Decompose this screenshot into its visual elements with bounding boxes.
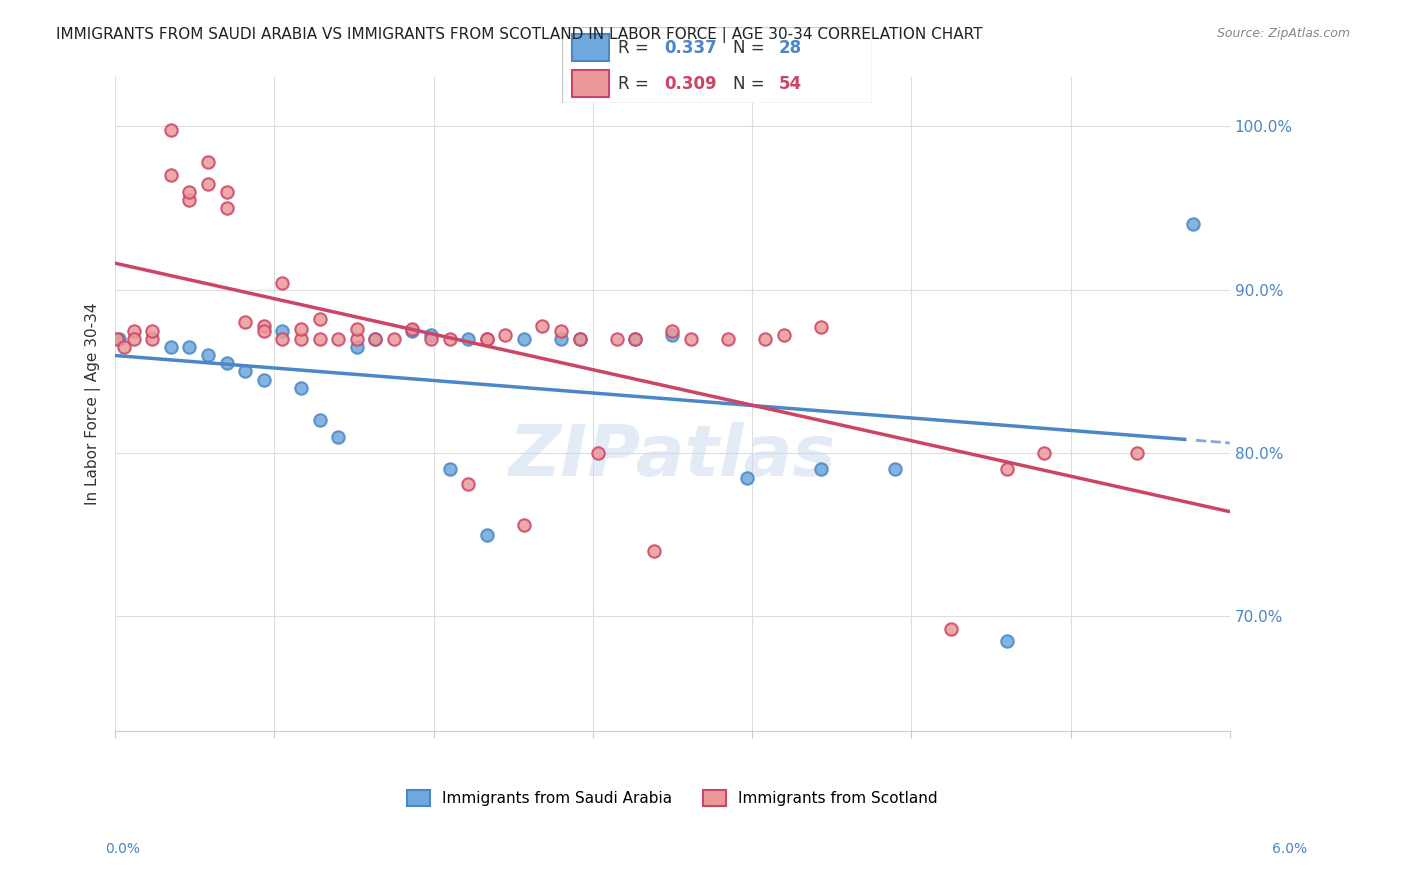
Point: [160, 169, 183, 183]
Point: [1126, 446, 1149, 460]
Text: 28: 28: [779, 39, 801, 57]
Point: [290, 332, 312, 346]
Point: [457, 332, 479, 346]
Point: [290, 381, 312, 395]
Point: [179, 340, 201, 354]
Point: [346, 322, 368, 336]
Point: [326, 332, 349, 346]
Point: [141, 324, 163, 338]
Point: [1033, 446, 1056, 460]
Point: [197, 155, 219, 169]
Point: [179, 193, 201, 207]
Point: [643, 544, 665, 558]
Point: [364, 332, 387, 346]
Point: [401, 324, 423, 338]
Point: [679, 332, 702, 346]
Point: [253, 372, 276, 386]
Point: [475, 332, 498, 346]
Y-axis label: In Labor Force | Age 30-34: In Labor Force | Age 30-34: [86, 302, 101, 505]
Point: [1181, 218, 1204, 232]
Point: [346, 332, 368, 346]
Point: [884, 462, 907, 476]
Text: R =: R =: [619, 39, 654, 57]
Point: [326, 430, 349, 444]
Point: [122, 324, 145, 338]
Text: R =: R =: [619, 75, 654, 93]
Text: ZIPatlas: ZIPatlas: [509, 422, 837, 491]
Text: N =: N =: [733, 75, 769, 93]
Point: [215, 185, 238, 199]
Point: [420, 328, 443, 343]
Point: [108, 332, 131, 346]
Text: 0.309: 0.309: [665, 75, 717, 93]
Point: [939, 623, 962, 637]
Point: [513, 332, 536, 346]
Point: [233, 315, 256, 329]
Point: [661, 324, 683, 338]
Point: [513, 517, 536, 532]
Point: [661, 328, 683, 343]
Point: [606, 332, 628, 346]
Point: [197, 348, 219, 362]
Text: 0.337: 0.337: [665, 39, 717, 57]
Point: [179, 185, 201, 199]
Point: [568, 332, 591, 346]
Point: [995, 462, 1018, 476]
Point: [550, 324, 572, 338]
Point: [271, 324, 294, 338]
Point: [624, 332, 647, 346]
Point: [233, 364, 256, 378]
Point: [160, 340, 183, 354]
Text: 6.0%: 6.0%: [1272, 842, 1308, 856]
Point: [810, 462, 832, 476]
Text: 54: 54: [779, 75, 801, 93]
Point: [773, 328, 796, 343]
Point: [810, 320, 832, 334]
Point: [290, 322, 312, 336]
Text: 0.0%: 0.0%: [105, 842, 141, 856]
Point: [114, 340, 136, 354]
Point: [346, 340, 368, 354]
Point: [197, 177, 219, 191]
Text: N =: N =: [733, 39, 769, 57]
Point: [439, 462, 461, 476]
Point: [160, 122, 183, 136]
Point: [364, 332, 387, 346]
Point: [568, 332, 591, 346]
Point: [141, 332, 163, 346]
Point: [475, 332, 498, 346]
Point: [271, 276, 294, 290]
Point: [439, 332, 461, 346]
Point: [420, 332, 443, 346]
Point: [624, 332, 647, 346]
Point: [308, 312, 330, 326]
Point: [401, 322, 423, 336]
Point: [253, 318, 276, 333]
FancyBboxPatch shape: [572, 70, 609, 96]
Point: [215, 201, 238, 215]
Point: [735, 470, 758, 484]
Point: [995, 633, 1018, 648]
Point: [308, 413, 330, 427]
Legend: Immigrants from Saudi Arabia, Immigrants from Scotland: Immigrants from Saudi Arabia, Immigrants…: [401, 784, 943, 813]
FancyBboxPatch shape: [572, 34, 609, 61]
Point: [105, 332, 128, 346]
Text: IMMIGRANTS FROM SAUDI ARABIA VS IMMIGRANTS FROM SCOTLAND IN LABOR FORCE | AGE 30: IMMIGRANTS FROM SAUDI ARABIA VS IMMIGRAN…: [56, 27, 983, 43]
Point: [271, 332, 294, 346]
Point: [717, 332, 740, 346]
Point: [215, 356, 238, 370]
Point: [531, 318, 554, 333]
FancyBboxPatch shape: [562, 27, 872, 103]
Text: Source: ZipAtlas.com: Source: ZipAtlas.com: [1216, 27, 1350, 40]
Point: [754, 332, 776, 346]
Point: [494, 328, 516, 343]
Point: [253, 324, 276, 338]
Point: [457, 477, 479, 491]
Point: [475, 527, 498, 541]
Point: [308, 332, 330, 346]
Point: [586, 446, 609, 460]
Point: [382, 332, 405, 346]
Point: [122, 332, 145, 346]
Point: [550, 332, 572, 346]
